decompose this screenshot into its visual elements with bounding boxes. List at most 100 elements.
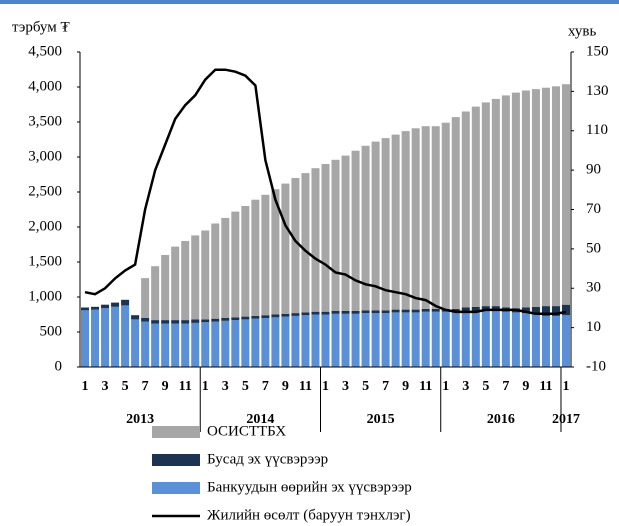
bar — [321, 314, 330, 367]
bar — [231, 317, 240, 321]
y-tick-label: 1,000 — [28, 288, 62, 304]
bar — [221, 318, 230, 321]
y-tick-label: 3,000 — [28, 148, 62, 164]
bar — [381, 138, 390, 311]
bar — [351, 311, 360, 314]
bar — [321, 311, 330, 315]
bar — [451, 311, 460, 367]
bar — [331, 311, 340, 314]
bar — [461, 111, 470, 308]
bar — [241, 206, 250, 317]
year-label: 2016 — [487, 412, 515, 427]
bar — [301, 312, 310, 316]
bar — [431, 311, 440, 367]
bar — [321, 164, 330, 312]
y-axis-label: тэрбум ₮ — [12, 19, 70, 35]
bar — [341, 313, 350, 367]
bar — [331, 159, 340, 311]
bar — [111, 306, 120, 367]
bar — [291, 315, 300, 367]
bar — [551, 315, 560, 367]
y-tick-label: 4,000 — [28, 78, 62, 94]
bar — [161, 323, 170, 367]
bar — [451, 308, 460, 312]
y-tick-label: 0 — [55, 358, 63, 374]
bar — [141, 278, 150, 318]
bar — [371, 141, 380, 311]
bar — [531, 89, 540, 307]
bar — [181, 320, 190, 324]
bar — [391, 312, 400, 367]
bar — [191, 319, 200, 323]
bar — [91, 306, 100, 310]
y-tick-label: 2,500 — [28, 183, 62, 199]
bar — [201, 230, 210, 320]
x-tick-label: 11 — [299, 379, 312, 394]
bar — [231, 211, 240, 318]
bar — [411, 128, 420, 310]
bar — [341, 155, 350, 311]
bar — [251, 318, 260, 367]
x-tick-label: 1 — [202, 379, 209, 394]
x-tick-label: 7 — [382, 379, 389, 394]
y2-tick-label: 90 — [586, 162, 601, 178]
bar — [491, 306, 500, 311]
bar — [371, 313, 380, 367]
bar — [111, 302, 120, 307]
x-tick-label: 3 — [102, 379, 109, 394]
bar — [291, 313, 300, 316]
bar — [401, 309, 410, 313]
bar — [151, 266, 160, 321]
bar — [211, 321, 220, 367]
bar — [171, 246, 180, 321]
y-tick-label: 2,000 — [28, 218, 62, 234]
x-tick-label: 1 — [82, 379, 89, 394]
bar — [351, 313, 360, 367]
bar — [401, 312, 410, 367]
bar — [141, 318, 150, 322]
bar — [521, 90, 530, 308]
year-label: 2017 — [552, 412, 580, 427]
bar — [461, 307, 470, 312]
bar — [91, 309, 100, 367]
bar — [161, 320, 170, 324]
bar — [311, 311, 320, 315]
y2-tick-label: 50 — [586, 240, 601, 256]
bar — [431, 308, 440, 312]
bar — [501, 311, 510, 367]
bar — [331, 313, 340, 367]
bar — [311, 314, 320, 367]
legend-swatch — [152, 426, 200, 438]
year-label: 2013 — [126, 412, 154, 427]
y2-tick-label: 30 — [586, 280, 601, 296]
x-tick-label: 9 — [162, 379, 169, 394]
bar — [421, 311, 430, 367]
bar — [471, 106, 480, 307]
bar — [541, 87, 550, 307]
bar — [381, 313, 390, 367]
bar — [281, 316, 290, 367]
bar — [561, 304, 570, 316]
bar — [181, 323, 190, 367]
bar — [451, 117, 460, 309]
bar — [561, 84, 570, 305]
y2-tick-label: 110 — [586, 122, 608, 138]
x-tick-label: 7 — [502, 379, 509, 394]
bar — [301, 173, 310, 313]
bar — [171, 323, 180, 367]
bar — [101, 308, 110, 367]
bar — [271, 189, 280, 315]
bar — [371, 310, 380, 314]
bar — [431, 126, 440, 309]
bar — [231, 320, 240, 367]
x-tick-label: 9 — [402, 379, 409, 394]
bar — [301, 315, 310, 367]
bar — [81, 307, 90, 311]
bar — [121, 305, 130, 367]
bar — [251, 315, 260, 319]
x-tick-label: 7 — [262, 379, 269, 394]
x-tick-label: 3 — [462, 379, 469, 394]
bar — [221, 320, 230, 367]
bar — [421, 308, 430, 312]
